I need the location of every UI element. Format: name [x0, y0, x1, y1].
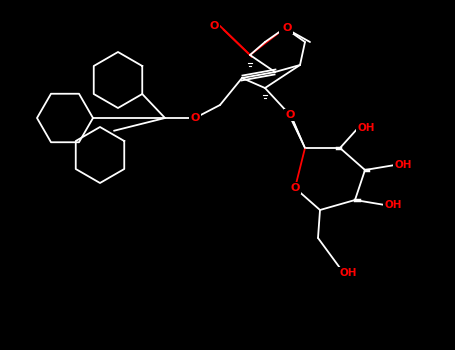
Text: O: O [209, 21, 219, 31]
Text: O: O [280, 23, 290, 33]
Text: OH: OH [339, 268, 357, 278]
Text: O: O [285, 110, 295, 120]
Text: OH: OH [394, 160, 412, 170]
Text: O: O [282, 23, 292, 33]
Polygon shape [288, 114, 305, 148]
Text: O: O [290, 183, 300, 193]
Text: O: O [190, 113, 200, 123]
Text: OH: OH [357, 123, 375, 133]
Text: OH: OH [384, 200, 402, 210]
